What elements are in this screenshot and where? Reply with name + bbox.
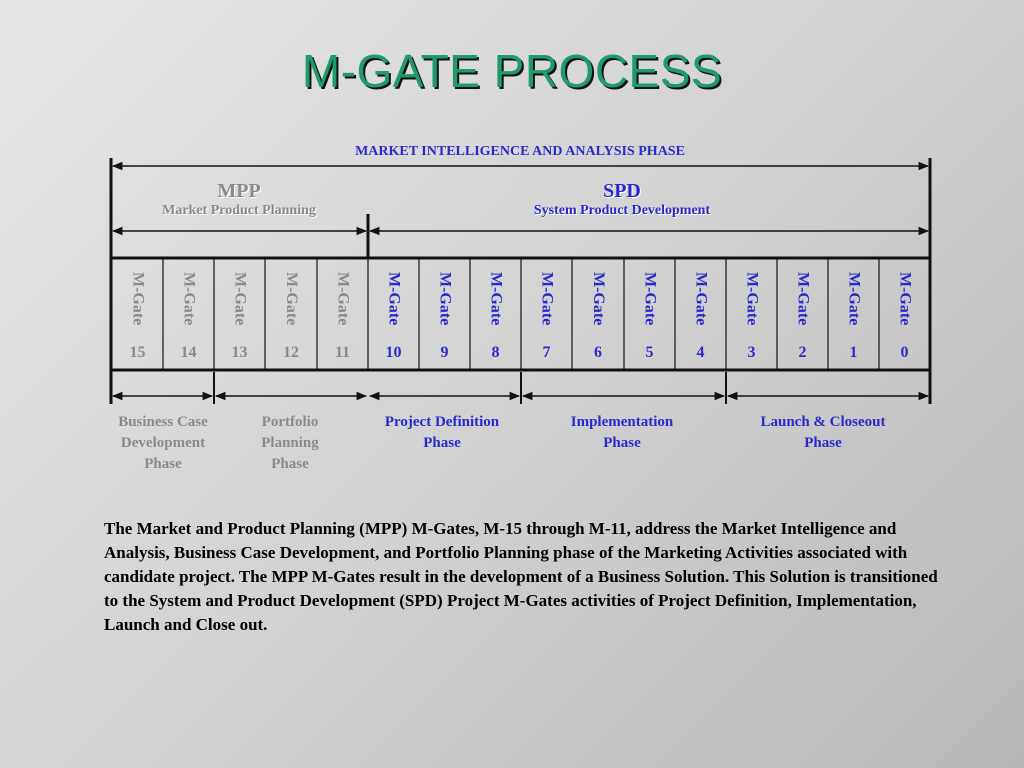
- gate-label: M-Gate: [487, 272, 505, 326]
- gate-number: 13: [231, 344, 248, 361]
- gate-number: 14: [180, 344, 197, 361]
- sub-phase-line: Phase: [271, 456, 309, 472]
- gate-label: M-Gate: [334, 272, 352, 326]
- page-title: M-GATE PROCESS: [301, 45, 723, 97]
- mpp-group-header: MPP Market Product Planning: [110, 180, 368, 219]
- gate-number: 7: [542, 344, 551, 361]
- gate-cell: M-Gate 10: [368, 258, 419, 370]
- gate-label: M-Gate: [385, 272, 403, 326]
- sub-phase-line: Business Case: [118, 414, 208, 430]
- sub-phase-line: Implementation: [570, 414, 674, 430]
- market-intelligence-phase-label: MARKET INTELLIGENCE AND ANALYSIS PHASE: [355, 144, 685, 159]
- gate-cell: M-Gate 2: [777, 258, 828, 370]
- sub-phase-line: Project Definition: [384, 414, 500, 430]
- spd-abbr: SPD: [603, 180, 641, 202]
- gate-cell: M-Gate 1: [828, 258, 879, 370]
- gate-label: M-Gate: [180, 272, 198, 326]
- sub-phase-line: Phase: [804, 435, 842, 451]
- gate-label: M-Gate: [896, 272, 914, 326]
- gate-label: M-Gate: [692, 272, 710, 326]
- gate-cell: M-Gate 14: [163, 258, 214, 370]
- sub-phase-ticks: [213, 372, 727, 404]
- gate-label: M-Gate: [129, 272, 147, 326]
- gate-label: M-Gate: [283, 272, 300, 326]
- sub-phase-line: Planning: [261, 435, 319, 451]
- sub-phase-line: Development: [120, 435, 206, 451]
- gate-dividers: [162, 258, 880, 370]
- gate-number: 3: [747, 344, 756, 361]
- gate-cell: M-Gate 12: [265, 258, 317, 370]
- gate-cell: M-Gate 13: [214, 258, 265, 370]
- gate-number: 9: [440, 344, 449, 361]
- implementation-phase-label: Implementation Phase: [532, 412, 712, 454]
- gate-number: 11: [334, 344, 351, 361]
- project-definition-phase-label: Project Definition Phase: [366, 412, 518, 454]
- gate-label: M-Gate: [590, 272, 607, 326]
- gate-number: 8: [491, 344, 500, 361]
- sub-phase-line: Phase: [144, 456, 182, 472]
- mpp-full-name: Market Product Planning: [162, 203, 316, 218]
- sub-phase-line: Portfolio: [261, 414, 319, 430]
- gate-cell: M-Gate 4: [675, 258, 726, 370]
- gate-cell: M-Gate 0: [879, 258, 930, 370]
- gate-label: M-Gate: [641, 272, 659, 326]
- sub-phase-line: Phase: [603, 435, 641, 451]
- gate-cell: M-Gate 7: [521, 258, 572, 370]
- gate-label: M-Gate: [845, 272, 863, 326]
- mpp-abbr: MPP: [217, 180, 261, 202]
- portfolio-planning-phase-label: Portfolio Planning Phase: [226, 412, 354, 475]
- gate-number: 1: [849, 344, 858, 361]
- gate-number: 10: [385, 344, 402, 361]
- gate-cell: M-Gate 15: [112, 258, 163, 370]
- launch-closeout-phase-label: Launch & Closeout Phase: [733, 412, 913, 454]
- gate-cell: M-Gate 9: [419, 258, 470, 370]
- gate-label: M-Gate: [794, 272, 812, 326]
- gate-cell: M-Gate 8: [470, 258, 521, 370]
- gate-cell: M-Gate 5: [624, 258, 675, 370]
- spd-group-header: SPD System Product Development: [368, 180, 876, 219]
- description-paragraph: The Market and Product Planning (MPP) M-…: [104, 519, 938, 634]
- gate-label: M-Gate: [743, 272, 761, 326]
- gate-number: 15: [129, 344, 146, 361]
- gate-cell: M-Gate 3: [726, 258, 777, 370]
- gate-number: 12: [283, 344, 299, 361]
- gate-number: 5: [645, 344, 654, 361]
- gate-label: M-Gate: [436, 272, 454, 326]
- gate-label: M-Gate: [538, 272, 556, 326]
- gate-number: 0: [900, 344, 909, 361]
- sub-phase-line: Launch & Closeout: [760, 414, 886, 430]
- gate-cell: M-Gate 6: [572, 258, 624, 370]
- gate-number: 2: [798, 344, 807, 361]
- gate-number: 4: [696, 344, 705, 361]
- gate-cell: M-Gate 11: [317, 258, 368, 370]
- business-case-phase-label: Business Case Development Phase: [100, 412, 226, 475]
- gate-number: 6: [594, 344, 602, 361]
- sub-phase-line: Phase: [423, 435, 461, 451]
- gate-label: M-Gate: [231, 272, 249, 326]
- spd-full-name: System Product Development: [533, 203, 711, 218]
